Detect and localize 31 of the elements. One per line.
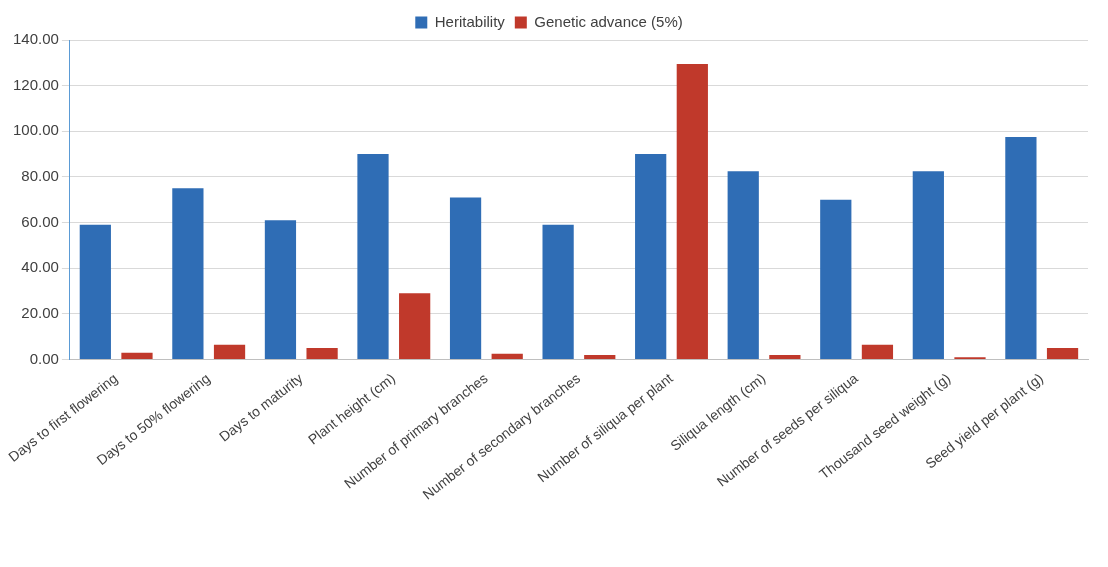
bar <box>79 224 111 360</box>
bar <box>121 352 153 360</box>
bar <box>449 197 482 360</box>
y-tick-label: 100.00 <box>12 121 59 139</box>
bar <box>727 171 759 360</box>
bar <box>213 344 246 360</box>
bar <box>491 353 523 360</box>
y-tick-label: 20.00 <box>21 304 59 321</box>
legend-label: Genetic advance (5%) <box>534 12 683 30</box>
bar <box>172 188 204 360</box>
bar <box>399 293 431 360</box>
bar <box>306 348 338 360</box>
bar <box>676 63 708 360</box>
bar <box>635 154 667 360</box>
y-tick-label: 60.00 <box>21 212 59 230</box>
y-tick-label: 0.00 <box>29 349 59 367</box>
bar <box>1005 136 1037 360</box>
bar <box>912 171 944 360</box>
bar <box>357 154 389 360</box>
y-tick-label: 80.00 <box>21 167 59 185</box>
bar <box>584 354 616 360</box>
bar <box>820 199 852 360</box>
bar <box>1046 348 1079 360</box>
bar <box>861 344 894 360</box>
legend-label: Heritability <box>434 12 506 30</box>
y-tick-label: 120.00 <box>12 75 59 93</box>
y-tick-label: 40.00 <box>21 258 59 276</box>
bar <box>264 220 297 360</box>
bar <box>542 224 574 360</box>
bar <box>769 354 801 360</box>
y-tick-label: 140.00 <box>12 30 59 48</box>
